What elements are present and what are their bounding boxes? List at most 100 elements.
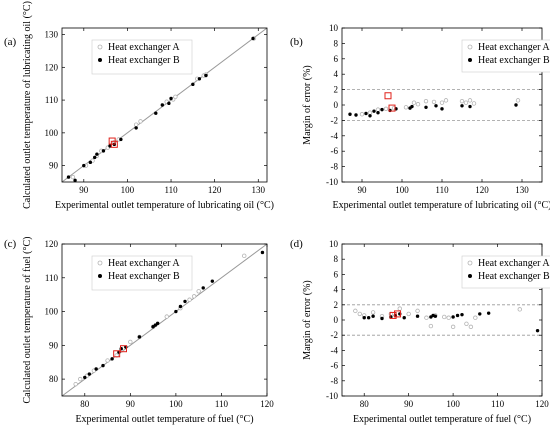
x-tick-label: 90: [404, 399, 414, 409]
point-exchanger-a: [370, 310, 376, 315]
panel-label: (b): [290, 36, 303, 48]
point-exchanger-b: [402, 316, 406, 320]
y-tick-label: 8: [334, 38, 339, 48]
y-tick-label: 80: [49, 374, 59, 384]
highlight-marker: [384, 92, 392, 100]
x-tick-label: 80: [360, 399, 370, 409]
highlight-marker: [110, 140, 118, 148]
point-exchanger-b: [451, 315, 455, 319]
y-axis-label: Calculated outlet temperature of lubrica…: [22, 1, 33, 209]
point-exchanger-b: [87, 372, 92, 376]
y-tick-label: -8: [331, 376, 339, 386]
plot-frame: [61, 27, 268, 183]
point-exchanger-a: [473, 315, 478, 320]
point-exchanger-b: [440, 107, 444, 111]
point-exchanger-b: [167, 101, 171, 106]
plot-frame: [61, 243, 268, 397]
point-exchanger-a: [375, 107, 381, 112]
legend-entry: Heat exchanger A: [478, 42, 550, 53]
point-exchanger-b: [371, 314, 375, 318]
point-exchanger-b: [468, 104, 472, 109]
point-exchanger-b: [83, 375, 87, 380]
panel-d: 80 90 100 110 120 -10 -8 -6 -4 -2 0 2 4 6 8 10 Experimen…: [290, 238, 550, 425]
legend-entry: Heat exchanger B: [478, 271, 550, 282]
legend-marker-a: [97, 44, 103, 50]
point-exchanger-b: [108, 144, 112, 148]
point-exchanger-a: [459, 98, 465, 104]
point-exchanger-b: [204, 73, 208, 78]
legend-box: [91, 255, 193, 291]
y-tick-label: 100: [45, 307, 59, 317]
y-tick-label: 4: [334, 285, 339, 295]
y-tick-label: 100: [45, 128, 59, 138]
x-tick-label: 90: [79, 185, 89, 195]
legend-box: [461, 255, 550, 289]
legend-marker-a: [467, 44, 473, 50]
x-tick-label: 130: [252, 185, 266, 195]
point-exchanger-b: [514, 103, 518, 107]
point-exchanger-b: [424, 105, 428, 110]
x-axis-label: Experimental outlet temperature of fuel …: [353, 414, 531, 425]
legend-entry: Heat exchanger B: [108, 271, 180, 282]
y-tick-label: -2: [331, 115, 339, 125]
y-tick-label: -4: [331, 131, 339, 141]
point-exchanger-a: [164, 314, 169, 319]
y-tick-label: 120: [45, 62, 59, 72]
y-tick-label: 10: [329, 239, 339, 249]
legend-marker-a: [467, 260, 473, 266]
point-exchanger-b: [366, 316, 371, 320]
point-exchanger-a: [359, 112, 365, 117]
point-exchanger-a: [415, 308, 420, 314]
y-tick-label: -6: [331, 361, 339, 371]
point-exchanger-a: [406, 311, 411, 317]
panel-label: (d): [290, 238, 303, 250]
point-exchanger-b: [82, 163, 86, 168]
legend-entry: Heat exchanger A: [478, 258, 550, 269]
point-exchanger-b: [362, 316, 366, 320]
y-tick-label: 130: [45, 30, 59, 40]
point-exchanger-a: [70, 174, 76, 180]
y-tick-label: -2: [331, 330, 339, 340]
point-exchanger-b: [183, 299, 187, 304]
point-exchanger-a: [439, 100, 445, 105]
y-tick-label: -10: [326, 177, 338, 187]
panel-label: (a): [4, 36, 17, 48]
point-exchanger-b: [380, 107, 384, 112]
y-axis-label: Calculated outlet temperature of fuel (°…: [22, 237, 33, 404]
point-exchanger-b: [134, 126, 138, 130]
point-exchanger-b: [95, 152, 99, 156]
point-exchanger-b: [88, 160, 93, 165]
legend-entry: Heat exchanger A: [108, 258, 180, 269]
panel-c: 80 90 100 110 120 80 90 100 110 120 Experimental o…: [4, 237, 274, 426]
point-exchanger-b: [101, 149, 106, 153]
x-tick-label: 120: [208, 185, 222, 195]
point-exchanger-b: [110, 357, 114, 361]
x-tick-label: 120: [535, 399, 549, 409]
point-exchanger-a: [467, 98, 473, 103]
point-exchanger-a: [128, 339, 133, 345]
point-exchanger-a: [463, 100, 469, 105]
y-tick-label: 8: [334, 254, 339, 264]
point-exchanger-b: [201, 286, 205, 290]
y-tick-label: 4: [334, 69, 339, 79]
point-exchanger-b: [73, 178, 77, 183]
legend-marker-b: [468, 58, 472, 62]
point-exchanger-b: [460, 104, 464, 108]
y-tick-label: 2: [334, 85, 339, 95]
y-tick-label: 0: [334, 100, 339, 110]
point-exchanger-b: [197, 77, 202, 81]
point-exchanger-a: [383, 106, 389, 112]
point-exchanger-a: [415, 102, 421, 107]
x-tick-label: 100: [169, 399, 183, 409]
point-exchanger-b: [455, 313, 460, 318]
highlight-marker: [113, 350, 121, 358]
y-tick-label: 6: [334, 269, 339, 279]
y-tick-label: 2: [334, 300, 339, 310]
x-tick-label: 120: [260, 399, 274, 409]
y-tick-label: 90: [49, 161, 59, 171]
point-exchanger-a: [242, 253, 247, 259]
point-exchanger-b: [93, 155, 97, 160]
legend-entry: Heat exchanger B: [108, 55, 180, 66]
x-tick-label: 80: [80, 399, 90, 409]
